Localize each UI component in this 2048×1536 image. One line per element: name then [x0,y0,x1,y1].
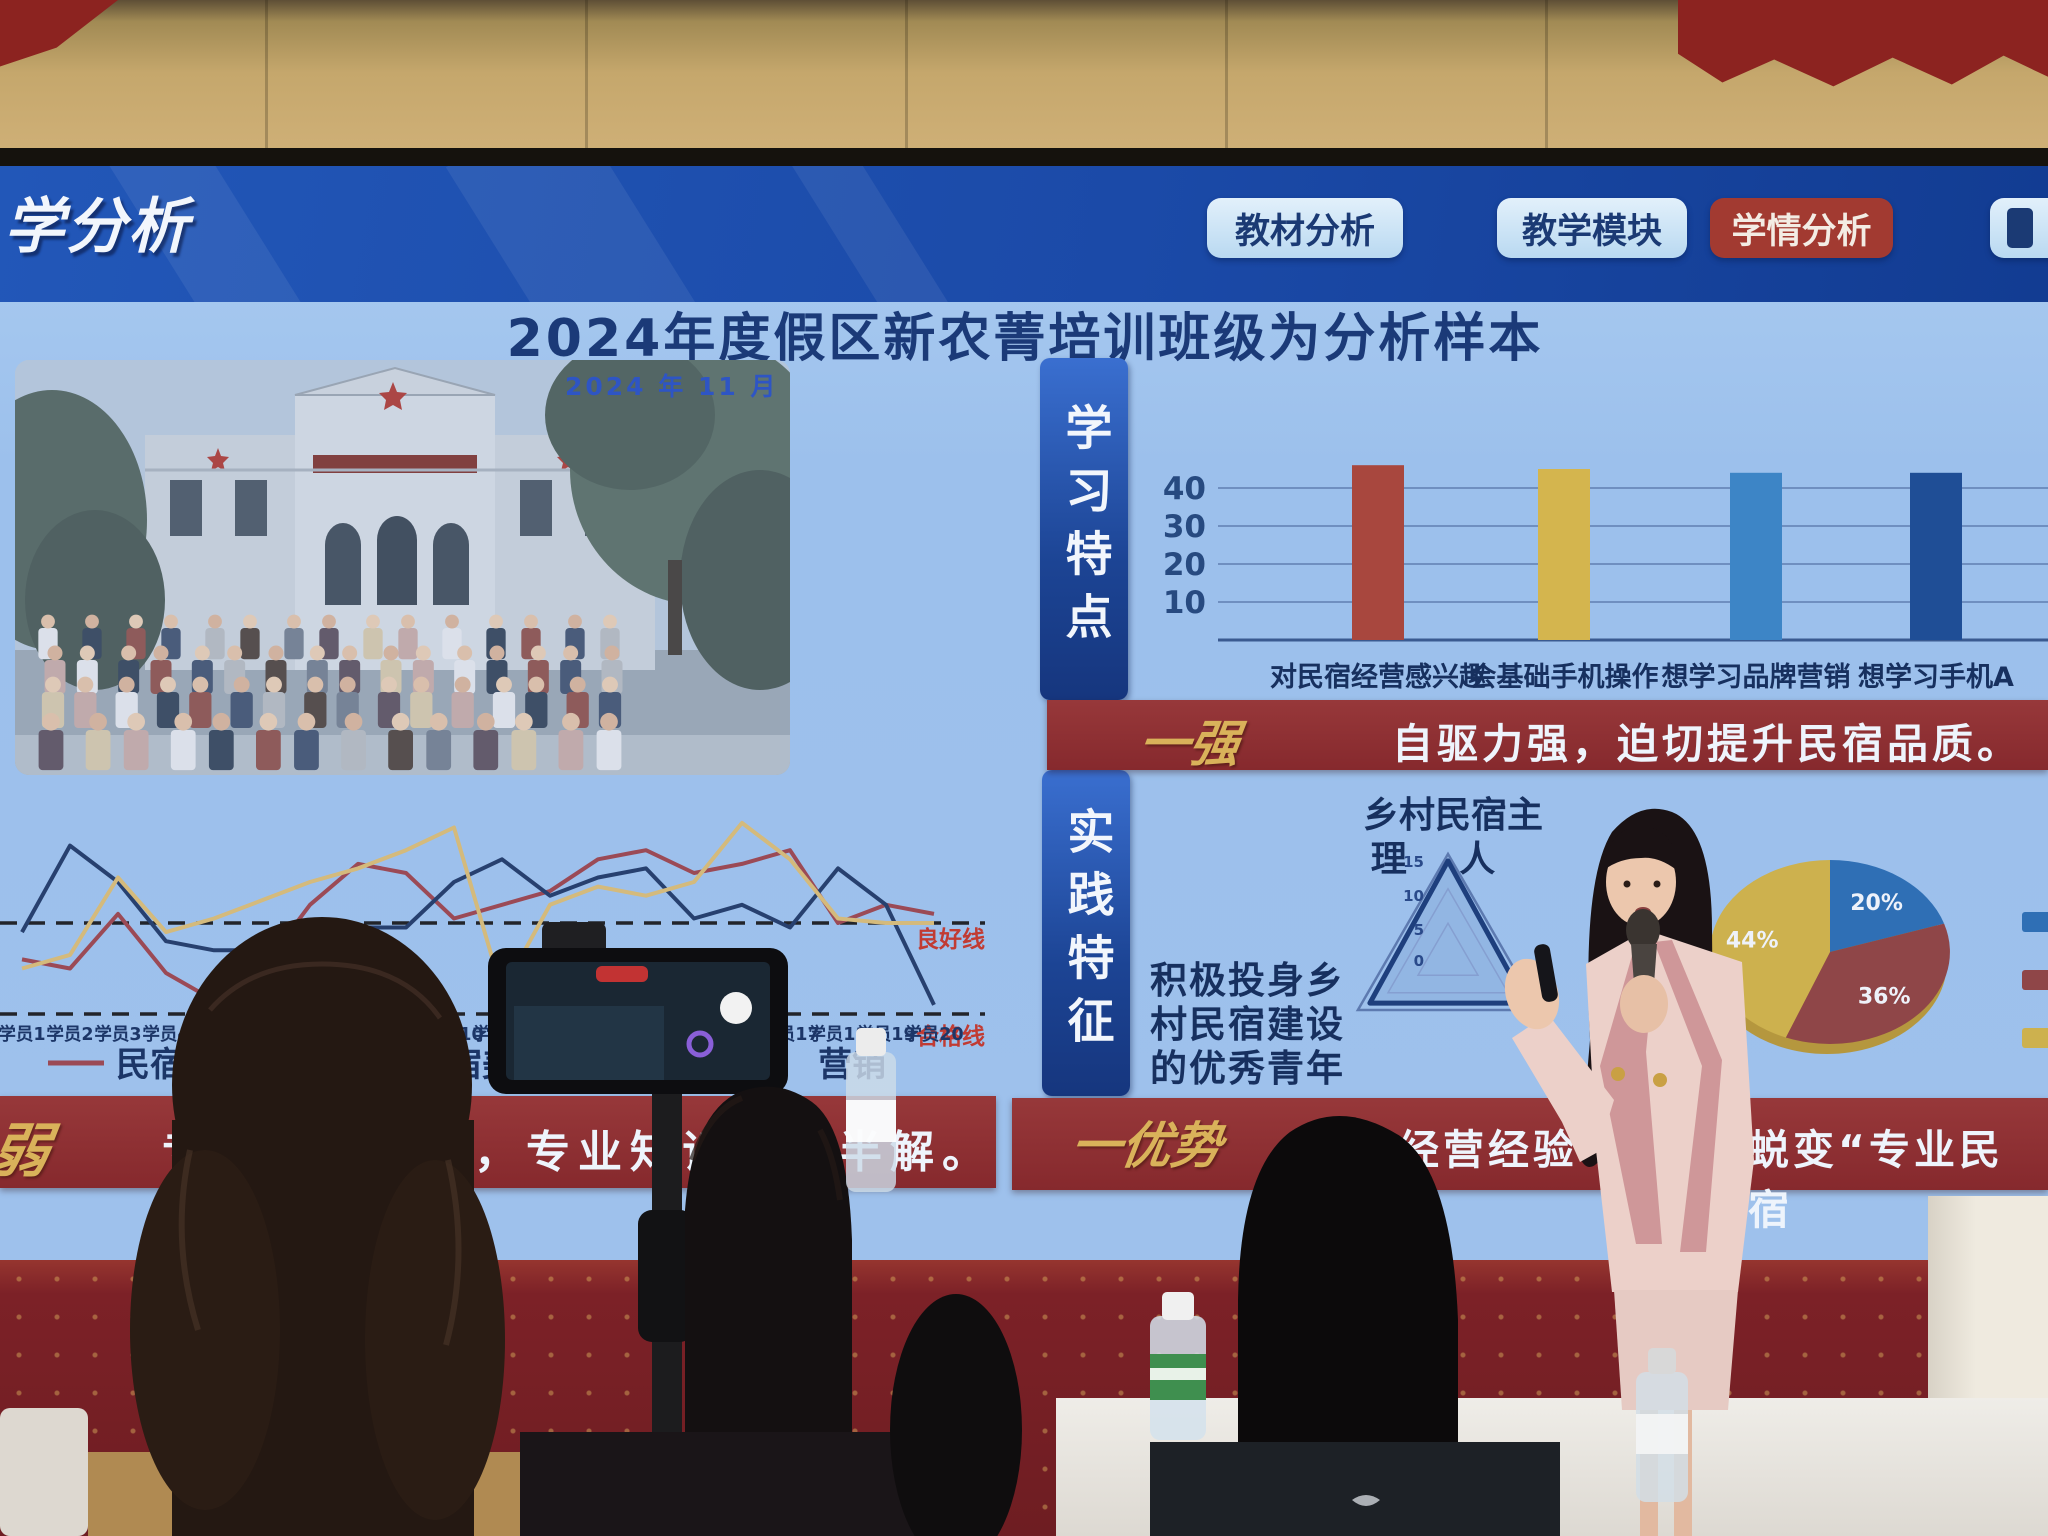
wall-seam [1225,0,1228,152]
strength-label: 一强 [1135,715,1244,773]
radar-axis-label: 的优秀青年 [1150,1047,1345,1090]
pie-legend-swatch [2022,912,2048,932]
wall-seam [585,0,588,152]
sidebar-practice-traits: 实践特征 [1042,770,1130,1096]
pie-legend-swatch [2022,1028,2048,1048]
radar-title-line1: 乡村民宿主 [1362,795,1543,836]
sidebar-label: 实践特征 [1058,807,1114,1059]
advantage-text-fragment: 经营经验 [1398,1126,1578,1174]
wood-floor [88,1452,558,1536]
nav-tab-教学模块: 教学模块 [1497,198,1687,258]
nav-tab-学情分析: 学情分析 [1710,198,1893,258]
table-cloth [1056,1398,2048,1536]
strength-banner [1047,700,2048,770]
nav-tab-partial [1990,198,2048,258]
advantage-label: 一优势 [1067,1117,1226,1175]
nav-tab-教材分析: 教材分析 [1207,198,1403,258]
pie-legend-swatch [2022,970,2048,990]
lecture-title-partial: 学分析 [4,192,190,262]
slide-title: 2024年度假区新农菁培训班级为分析样本 [506,309,1544,369]
sidebar-learning-traits: 学习特点 [1040,358,1128,700]
slide-header-banner [0,166,2048,302]
table-cloth-left [0,1408,88,1536]
group-photo [15,360,790,775]
radar-title-line2: 理 人 [1370,839,1516,880]
radar-axis-label: 村民宿建设 [1150,1003,1345,1046]
wall-seam [905,0,908,152]
strength-text: 自驱力强，迫切提升民宿品质。 [1392,720,2022,768]
radar-axis-label: 积极投身乡 [1150,959,1345,1002]
banner-streak [779,166,1001,302]
wall-seam [1545,0,1548,152]
advantage-text-fragment: 蜕变“专业民宿 [1748,1126,2004,1234]
sidebar-label: 学习特点 [1056,403,1112,655]
wall-seam [265,0,268,152]
screen-top-bezel [0,148,2048,166]
weakness-text: 专业基础较弱，专业知识一知半解。 [162,1127,994,1178]
banner-streak [445,166,735,302]
